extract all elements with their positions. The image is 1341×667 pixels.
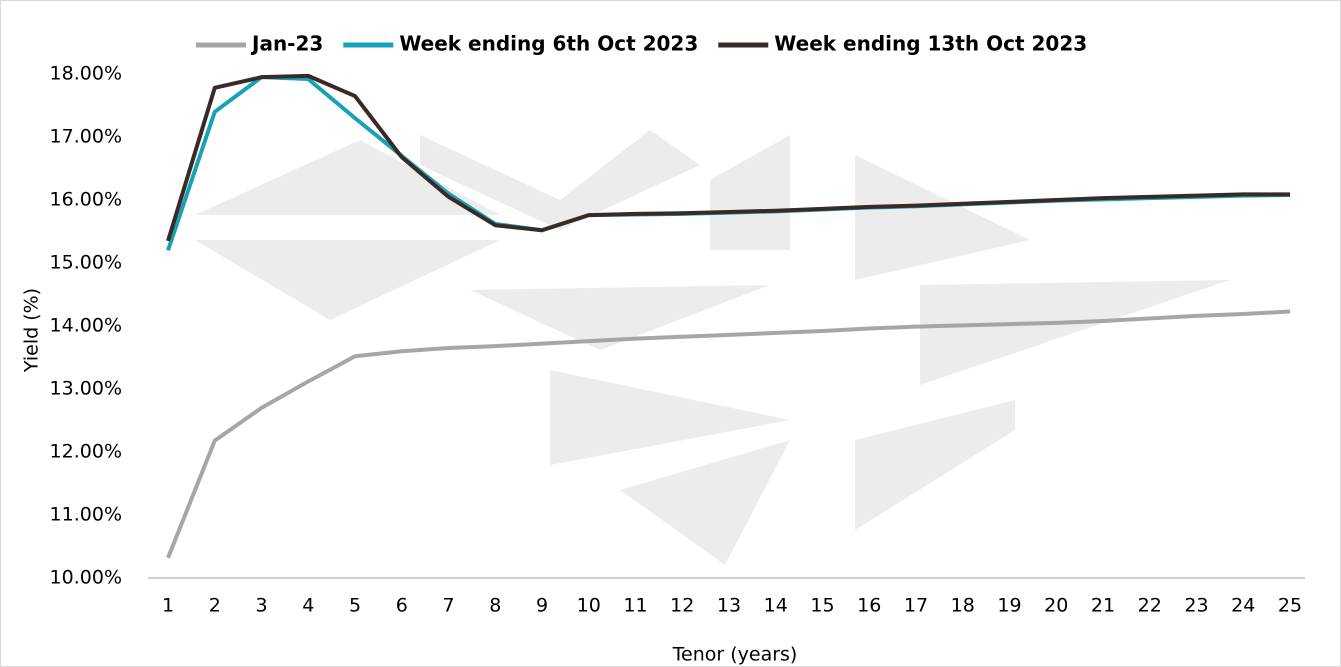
legend-label: Jan-23 xyxy=(250,32,323,56)
x-tick-label: 17 xyxy=(904,595,928,617)
x-tick-label: 25 xyxy=(1278,595,1302,617)
y-axis-label: Yield (%) xyxy=(21,288,43,373)
watermark xyxy=(195,130,1230,565)
x-tick-label: 24 xyxy=(1231,595,1255,617)
y-tick-label: 17.00% xyxy=(50,126,122,148)
x-tick-label: 19 xyxy=(997,595,1021,617)
y-tick-label: 12.00% xyxy=(50,441,122,463)
x-tick-label: 13 xyxy=(717,595,741,617)
x-tick-label: 5 xyxy=(349,595,361,617)
y-tick-label: 16.00% xyxy=(50,189,122,211)
x-tick-label: 21 xyxy=(1091,595,1115,617)
line-series xyxy=(166,73,1290,242)
x-tick-label: 9 xyxy=(536,595,548,617)
y-tick-label: 10.00% xyxy=(50,567,122,589)
x-tick-label: 12 xyxy=(670,595,694,617)
x-tick-label: 20 xyxy=(1044,595,1068,617)
y-tick-label: 15.00% xyxy=(50,252,122,274)
x-tick-label: 14 xyxy=(764,595,788,617)
x-tick-label: 3 xyxy=(255,595,267,617)
y-tick-label: 14.00% xyxy=(50,315,122,337)
y-tick-label: 13.00% xyxy=(50,378,122,400)
x-tick-label: 1 xyxy=(162,595,174,617)
x-tick-label: 22 xyxy=(1138,595,1162,617)
x-tick-label: 10 xyxy=(577,595,601,617)
x-tick-label: 7 xyxy=(442,595,454,617)
x-tick-label: 11 xyxy=(623,595,647,617)
x-tick-label: 16 xyxy=(857,595,881,617)
x-axis-label: Tenor (years) xyxy=(672,644,798,666)
x-tick-label: 8 xyxy=(489,595,501,617)
x-tick-label: 2 xyxy=(209,595,221,617)
legend-label: Week ending 13th Oct 2023 xyxy=(774,32,1087,56)
x-tick-label: 6 xyxy=(396,595,408,617)
y-tick-label: 18.00% xyxy=(50,63,122,85)
legend-label: Week ending 6th Oct 2023 xyxy=(399,32,698,56)
x-tick-label: 23 xyxy=(1184,595,1208,617)
x-tick-label: 15 xyxy=(810,595,834,617)
x-tick-label: 18 xyxy=(951,595,975,617)
y-tick-label: 11.00% xyxy=(50,504,122,526)
line-series xyxy=(166,309,1291,559)
x-tick-label: 4 xyxy=(302,595,314,617)
